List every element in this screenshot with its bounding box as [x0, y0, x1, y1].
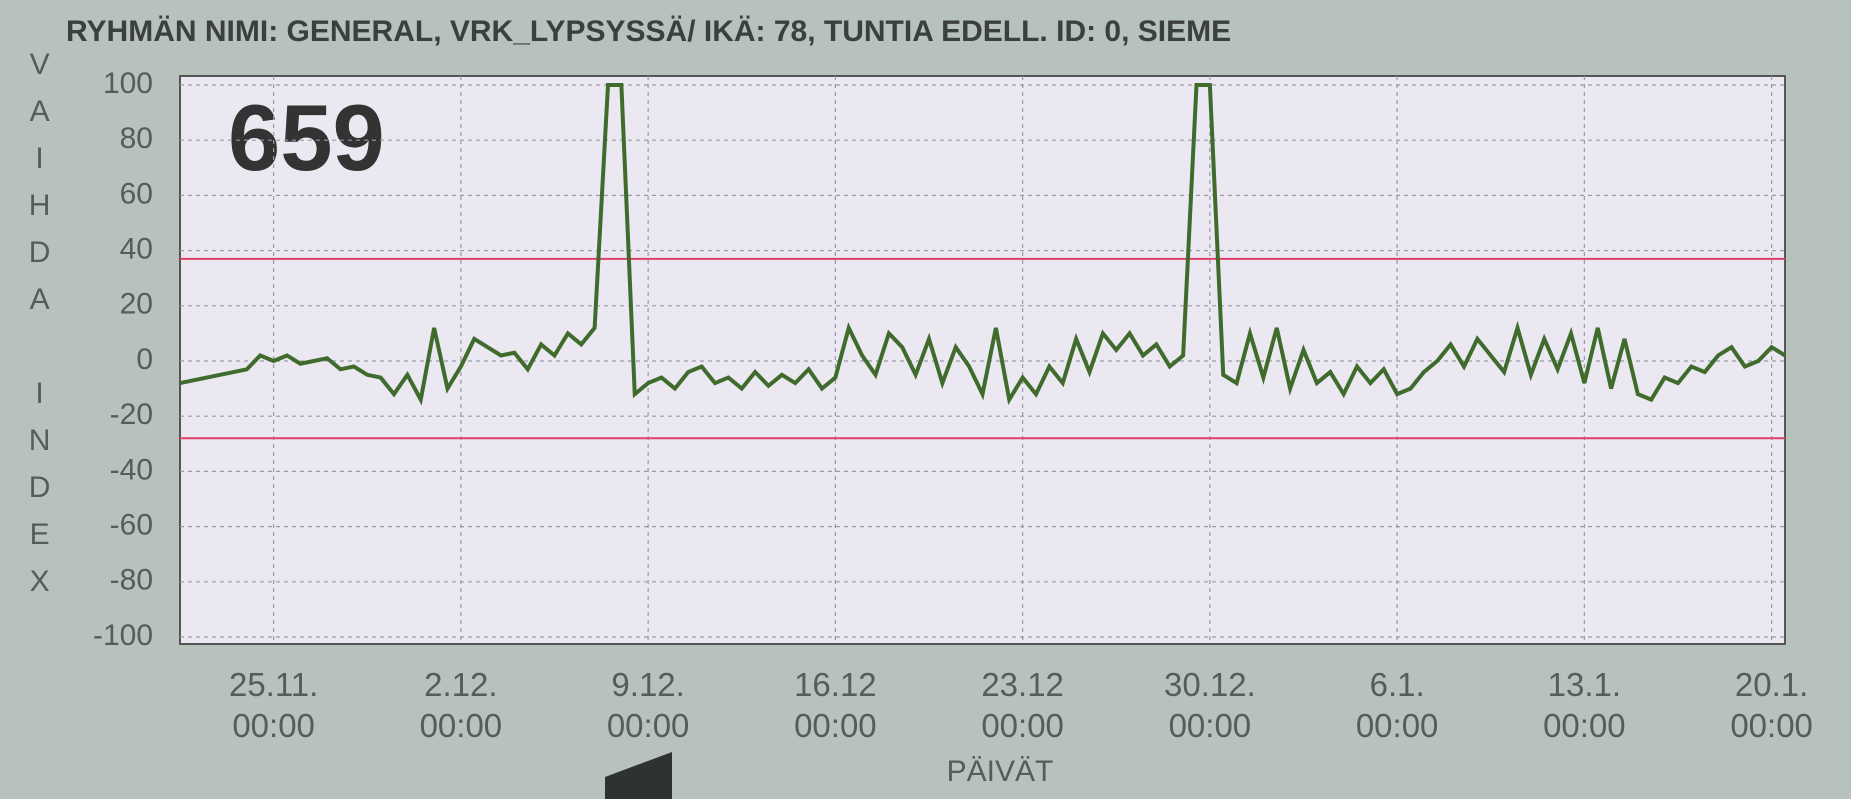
y-tick-label: -60	[110, 509, 153, 542]
back-arrow[interactable]	[605, 752, 672, 799]
y-tick-label: -20	[110, 398, 153, 431]
x-axis-label: PÄIVÄT	[947, 755, 1054, 788]
y-tick-label: 20	[120, 288, 153, 321]
y-tick-label: 80	[120, 122, 153, 155]
x-tick-label: 9.12. 00:00	[606, 666, 690, 744]
x-tick-label: 16.12 00:00	[794, 666, 877, 744]
x-tick-label: 2.12. 00:00	[419, 666, 503, 744]
y-tick-label: 0	[136, 343, 153, 376]
x-tick-label: 6.1. 00:00	[1355, 666, 1439, 744]
y-tick-label: -40	[110, 453, 153, 486]
x-tick-label: 20.1. 00:00	[1730, 666, 1813, 744]
y-tick-label: 100	[103, 67, 153, 100]
annotation: 659	[228, 85, 385, 190]
chart-title: RYHMÄN NIMI: GENERAL, VRK_LYPSYSSÄ/ IKÄ:…	[66, 15, 1231, 48]
data-line	[179, 83, 1787, 406]
y-axis-label: VAIHDA INDEX	[23, 48, 56, 612]
x-tick-label: 23.12 00:00	[981, 666, 1064, 744]
x-tick-label: 13.1. 00:00	[1543, 666, 1626, 744]
x-tick-label: 25.11. 00:00	[228, 666, 319, 744]
y-tick-label: 60	[120, 177, 153, 210]
x-tick-label: 30.12. 00:00	[1164, 666, 1256, 744]
y-tick-label: -80	[110, 564, 153, 597]
y-tick-label: 40	[120, 233, 153, 266]
y-tick-label: -100	[93, 619, 153, 652]
plot-area	[179, 75, 1786, 645]
